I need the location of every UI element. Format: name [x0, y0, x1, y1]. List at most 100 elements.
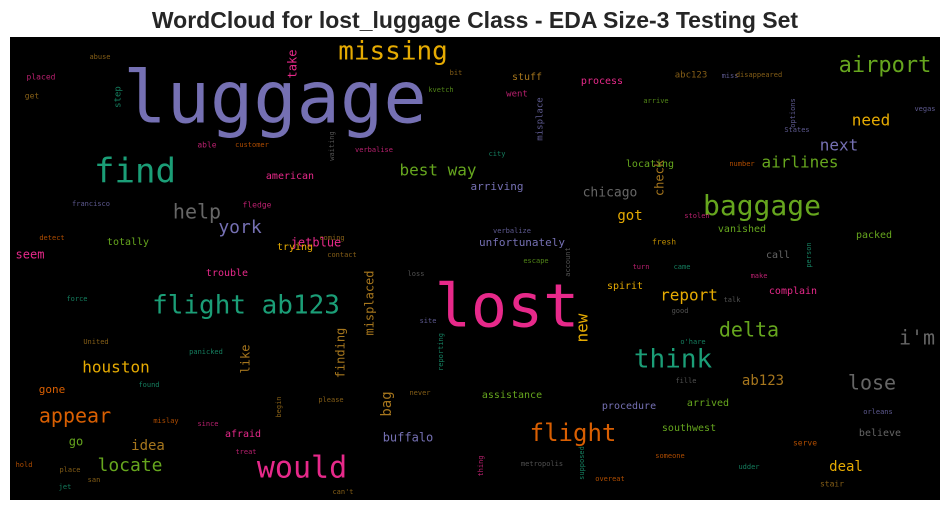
word: vanished	[718, 224, 766, 235]
word: verbalise	[355, 146, 393, 154]
word: would	[257, 451, 347, 486]
word: believe	[859, 428, 901, 439]
word: afraid	[225, 429, 261, 440]
word: overeat	[595, 475, 625, 483]
word: misplaced	[363, 270, 377, 335]
word: arrived	[687, 398, 729, 409]
word: southwest	[662, 423, 716, 434]
word: serve	[793, 439, 817, 448]
word: treat	[235, 448, 256, 456]
word: help	[173, 200, 221, 224]
word: placed	[27, 73, 56, 82]
word: delta	[719, 318, 779, 342]
word: escape	[523, 257, 548, 265]
word: francisco	[72, 200, 110, 208]
word: deal	[829, 459, 863, 475]
word: site	[420, 317, 437, 325]
word: go	[69, 435, 83, 449]
word: luggage	[123, 56, 426, 140]
word: totally	[107, 237, 149, 248]
word: fresh	[652, 238, 676, 247]
word: report	[660, 286, 718, 305]
word: waiting	[328, 131, 336, 161]
word: contact	[327, 251, 357, 259]
word: number	[729, 160, 754, 168]
word: since	[197, 420, 218, 428]
word: customer	[235, 141, 269, 149]
word: get	[25, 92, 40, 101]
word: check	[653, 159, 667, 196]
word: verbalize	[493, 227, 531, 235]
word: ab123	[742, 373, 784, 389]
word: york	[218, 217, 262, 238]
word: unfortunately	[479, 236, 565, 249]
cloud-background	[10, 37, 940, 500]
word: got	[617, 208, 642, 224]
word: arrive	[643, 97, 668, 105]
word: i'm	[899, 326, 935, 350]
word: thing	[477, 455, 485, 476]
word: disappeared	[736, 71, 782, 79]
word: locate	[97, 455, 162, 476]
word: appear	[39, 404, 111, 428]
word: turn	[633, 263, 650, 271]
word: panicked	[189, 348, 223, 356]
word: stair	[820, 480, 844, 489]
word: process	[581, 76, 623, 87]
word: assistance	[482, 390, 542, 401]
word: mislay	[153, 417, 178, 425]
word: missing	[338, 37, 448, 67]
word: seem	[16, 248, 45, 262]
word: reporting	[437, 333, 445, 371]
word: States	[784, 126, 809, 134]
word: locating	[626, 159, 674, 170]
word: coming	[319, 234, 344, 242]
word: hold	[16, 461, 33, 469]
word: american	[266, 171, 314, 182]
word: trying	[277, 242, 313, 253]
word: lost	[435, 272, 580, 342]
word: fille	[675, 377, 696, 385]
word: call	[766, 250, 790, 261]
word: miss	[722, 72, 739, 80]
word: never	[409, 389, 430, 397]
word: good	[672, 307, 689, 315]
word: detect	[39, 234, 64, 242]
word: like	[239, 345, 253, 374]
word: place	[59, 466, 80, 474]
word: force	[66, 295, 87, 303]
word: airport	[839, 53, 932, 78]
word: best way	[399, 161, 476, 180]
word: flight	[530, 419, 617, 447]
word: account	[564, 247, 572, 277]
word: loss	[408, 270, 425, 278]
word: misplace	[536, 97, 546, 140]
word: United	[83, 338, 108, 346]
word: stuff	[512, 72, 542, 83]
word: san	[88, 476, 101, 484]
word: airlines	[761, 153, 838, 172]
word: someone	[655, 452, 685, 460]
word: spirit	[607, 281, 643, 292]
word: city	[489, 150, 506, 158]
word: procedure	[602, 401, 656, 412]
word: fledge	[243, 201, 272, 210]
word: vegas	[914, 105, 935, 113]
word: bit	[450, 69, 463, 77]
word: trouble	[206, 268, 248, 279]
word: jet	[59, 483, 72, 491]
word: person	[805, 242, 813, 267]
word: finding	[334, 328, 348, 379]
word: complain	[769, 286, 817, 297]
word: flight ab123	[152, 291, 340, 321]
word: can't	[332, 488, 353, 496]
word: talk	[724, 296, 742, 304]
word: went	[506, 90, 528, 100]
word: jetblue	[291, 236, 342, 250]
word: stolen	[684, 212, 709, 220]
word: udder	[738, 463, 759, 471]
word: abc123	[675, 71, 708, 81]
word: kvetch	[428, 86, 453, 94]
word: step	[114, 86, 124, 108]
